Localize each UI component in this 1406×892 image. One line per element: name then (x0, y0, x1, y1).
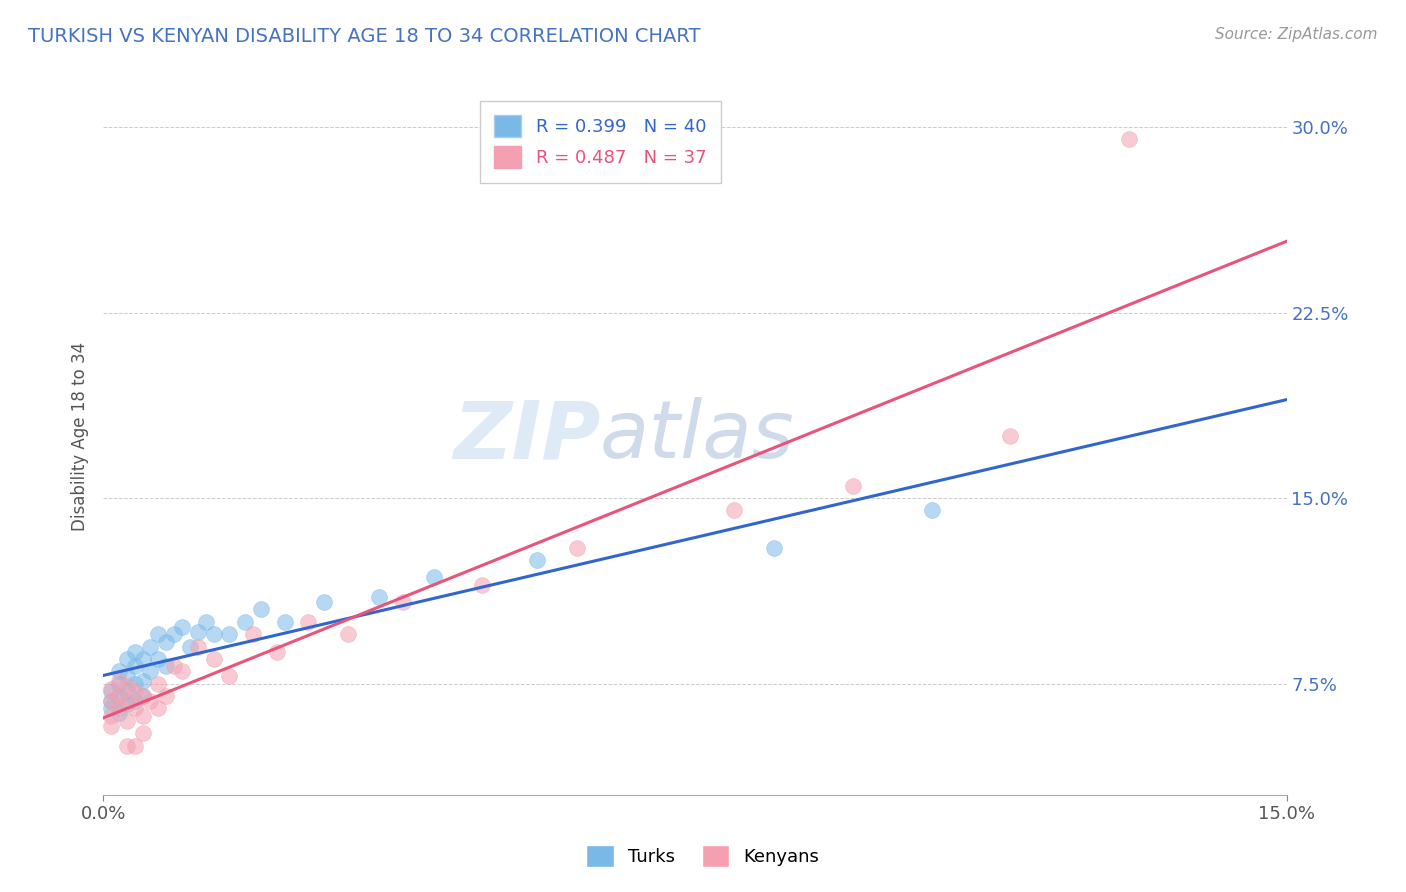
Point (100, 694, 122, 708)
Point (148, 627, 170, 641)
Point (124, 676, 146, 690)
Point (115, 697, 138, 711)
Point (131, 689, 153, 703)
Point (155, 659, 177, 673)
Point (108, 701, 131, 715)
Text: atlas: atlas (600, 397, 794, 475)
Point (312, 595, 335, 609)
Point (100, 694, 122, 708)
Point (139, 665, 162, 679)
Point (250, 602, 273, 616)
Point (115, 694, 138, 708)
Point (108, 665, 131, 679)
Point (139, 640, 162, 654)
Point (273, 615, 295, 629)
Point (187, 640, 209, 654)
Point (131, 726, 153, 740)
Point (108, 676, 131, 690)
Point (100, 684, 122, 698)
Point (423, 570, 446, 584)
Point (194, 615, 217, 629)
Point (163, 627, 186, 641)
Point (108, 706, 131, 721)
Point (163, 659, 186, 673)
Point (723, 503, 745, 517)
Point (139, 694, 162, 708)
Point (218, 669, 240, 683)
Point (762, 541, 785, 555)
Point (471, 578, 494, 592)
Point (148, 676, 170, 690)
Point (155, 634, 177, 648)
Point (124, 644, 146, 658)
Point (124, 659, 146, 673)
Point (108, 689, 131, 703)
Point (115, 684, 138, 698)
Point (242, 627, 264, 641)
Point (131, 652, 153, 666)
Point (131, 689, 153, 703)
Point (187, 624, 209, 639)
Point (170, 665, 193, 679)
Point (131, 709, 153, 723)
Point (108, 674, 131, 689)
Point (202, 627, 225, 641)
Point (131, 674, 153, 689)
Point (155, 689, 177, 703)
Point (297, 615, 319, 629)
Point (921, 503, 943, 517)
Point (526, 553, 548, 567)
Point (1000, 429, 1022, 443)
Point (148, 652, 170, 666)
Point (336, 627, 359, 641)
Point (100, 719, 122, 733)
Point (170, 620, 193, 634)
Point (565, 541, 588, 555)
Point (368, 590, 391, 604)
Point (115, 669, 138, 683)
Point (100, 709, 122, 723)
Point (266, 644, 288, 658)
Text: ZIP: ZIP (453, 397, 600, 475)
Point (202, 652, 225, 666)
Text: Source: ZipAtlas.com: Source: ZipAtlas.com (1215, 27, 1378, 42)
Text: TURKISH VS KENYAN DISABILITY AGE 18 TO 34 CORRELATION CHART: TURKISH VS KENYAN DISABILITY AGE 18 TO 3… (28, 27, 700, 45)
Point (148, 701, 170, 715)
Point (841, 479, 863, 493)
Point (392, 595, 415, 609)
Point (218, 627, 240, 641)
Point (1118, 132, 1140, 146)
Point (115, 679, 138, 693)
Point (179, 640, 201, 654)
Point (115, 714, 138, 728)
Point (124, 739, 146, 753)
Point (108, 689, 131, 703)
Point (100, 681, 122, 696)
Point (115, 652, 138, 666)
Point (124, 694, 146, 708)
Point (233, 615, 256, 629)
Point (124, 701, 146, 715)
Legend: Turks, Kenyans: Turks, Kenyans (579, 838, 827, 874)
Point (124, 684, 146, 698)
Y-axis label: Disability Age 18 to 34: Disability Age 18 to 34 (72, 342, 89, 531)
Point (115, 739, 138, 753)
Point (100, 701, 122, 715)
Legend: R = 0.399   N = 40, R = 0.487   N = 37: R = 0.399 N = 40, R = 0.487 N = 37 (479, 101, 721, 183)
